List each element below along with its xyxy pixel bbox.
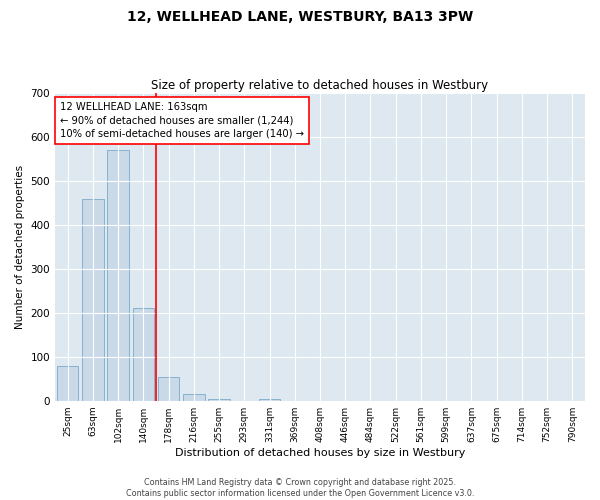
Bar <box>158 376 179 400</box>
Text: Contains HM Land Registry data © Crown copyright and database right 2025.
Contai: Contains HM Land Registry data © Crown c… <box>126 478 474 498</box>
Title: Size of property relative to detached houses in Westbury: Size of property relative to detached ho… <box>151 79 488 92</box>
Text: 12, WELLHEAD LANE, WESTBURY, BA13 3PW: 12, WELLHEAD LANE, WESTBURY, BA13 3PW <box>127 10 473 24</box>
X-axis label: Distribution of detached houses by size in Westbury: Distribution of detached houses by size … <box>175 448 465 458</box>
Bar <box>133 308 154 400</box>
Bar <box>82 198 104 400</box>
Bar <box>208 398 230 400</box>
Text: 12 WELLHEAD LANE: 163sqm
← 90% of detached houses are smaller (1,244)
10% of sem: 12 WELLHEAD LANE: 163sqm ← 90% of detach… <box>61 102 304 139</box>
Bar <box>259 398 280 400</box>
Bar <box>57 366 79 400</box>
Bar <box>183 394 205 400</box>
Bar <box>107 150 129 400</box>
Y-axis label: Number of detached properties: Number of detached properties <box>15 165 25 329</box>
